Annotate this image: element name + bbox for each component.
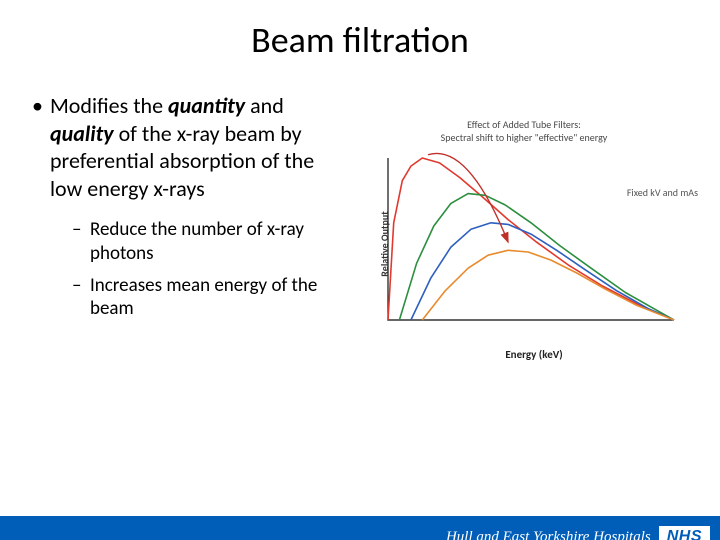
nhs-logo: NHS <box>659 526 710 540</box>
chart-title-l1: Effect of Added Tube Filters: <box>467 118 581 131</box>
x-axis-label: Energy (keV) <box>374 348 694 361</box>
page-title: Beam filtration <box>0 18 720 62</box>
footer-bar: Hull and East Yorkshire Hospitals NHS NH… <box>0 516 720 540</box>
bullet-text-mid: and <box>245 92 284 119</box>
chart-column: Effect of Added Tube Filters: Spectral s… <box>348 92 688 361</box>
footer-text: Hull and East Yorkshire Hospitals <box>446 529 651 540</box>
slide: Beam filtration Modifies the quantity an… <box>0 18 720 540</box>
bullet-sub: Reduce the number of x-ray photons <box>72 218 348 266</box>
bullet-em-1: quantity <box>168 92 245 119</box>
bullet-main: Modifies the quantity and quality of the… <box>28 92 348 202</box>
chart-legend: Fixed kV and mAs <box>627 186 698 199</box>
y-axis-label: Relative Output <box>378 211 391 276</box>
chart-svg <box>354 144 694 344</box>
sub-bullet-list: Reduce the number of x-ray photons Incre… <box>28 218 348 321</box>
bullet-em-2: quality <box>50 120 114 147</box>
bullet-text-pre: Modifies the <box>50 92 168 119</box>
chart-title-l2: Spectral shift to higher "effective" ene… <box>441 131 608 144</box>
chart-area: Relative Output Fixed kV and mAs <box>354 144 694 344</box>
content-row: Modifies the quantity and quality of the… <box>0 62 720 361</box>
bullet-sub: Increases mean energy of the beam <box>72 274 348 322</box>
chart-title: Effect of Added Tube Filters: Spectral s… <box>354 118 694 144</box>
text-column: Modifies the quantity and quality of the… <box>28 92 348 361</box>
chart-wrap: Effect of Added Tube Filters: Spectral s… <box>354 118 694 361</box>
